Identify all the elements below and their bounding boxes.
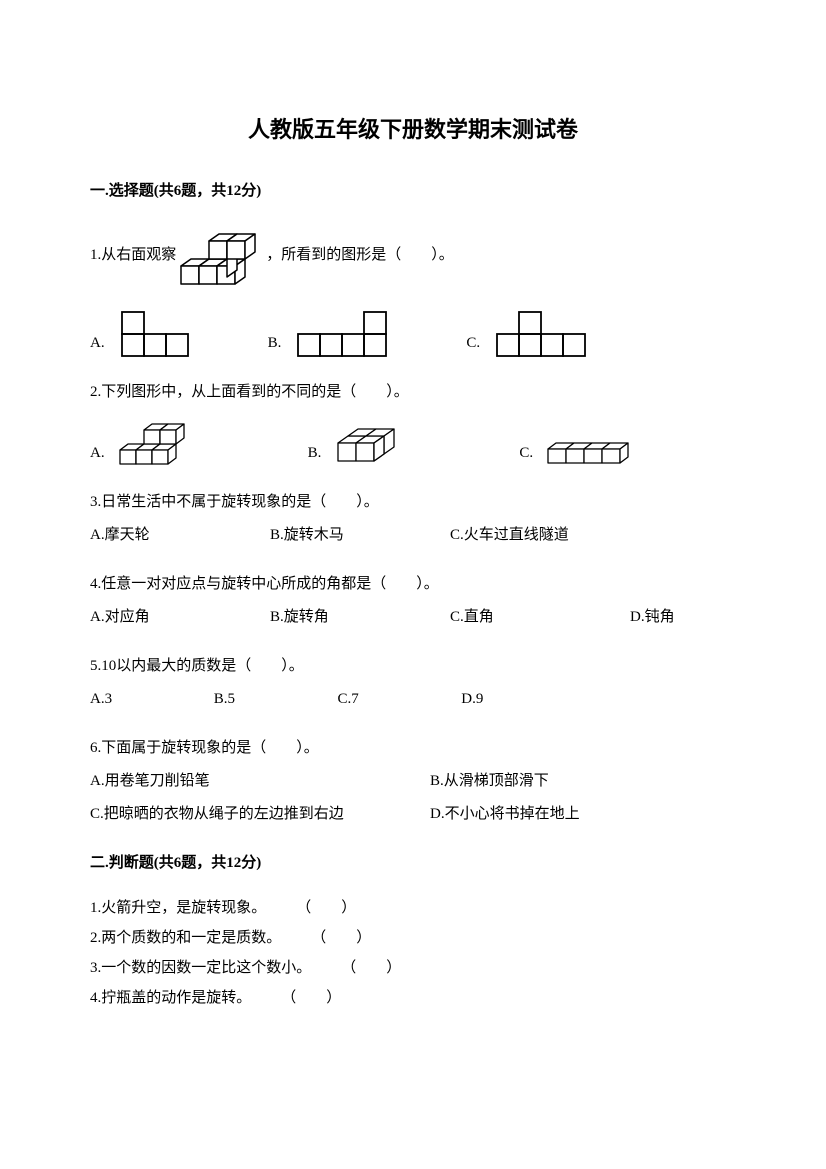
q4-opt-d: D.钝角 xyxy=(630,604,730,631)
q1-opt-a-label: A. xyxy=(90,330,105,357)
judge-list: 1.火箭升空，是旋转现象。 （ ） 2.两个质数的和一定是质数。 （ ） 3.一… xyxy=(90,893,736,1013)
judge-text-3: 3.一个数的因数一定比这个数小。 xyxy=(90,953,311,983)
q4-opt-b: B.旋转角 xyxy=(270,604,450,631)
q3-opt-b: B.旋转木马 xyxy=(270,522,450,549)
judge-paren-2: （ ） xyxy=(311,923,371,953)
q2-opt-b-figure xyxy=(333,425,403,467)
question-3: 3.日常生活中不属于旋转现象的是（ ）。 A.摩天轮 B.旋转木马 C.火车过直… xyxy=(90,489,736,549)
judge-text-1: 1.火箭升空，是旋转现象。 xyxy=(90,893,266,923)
page-title: 人教版五年级下册数学期末测试卷 xyxy=(90,110,736,150)
q6-opt-b: B.从滑梯顶部滑下 xyxy=(430,768,710,795)
question-4: 4.任意一对对应点与旋转中心所成的角都是（ ）。 A.对应角 B.旋转角 C.直… xyxy=(90,571,736,631)
judge-item: 2.两个质数的和一定是质数。 （ ） xyxy=(90,923,736,953)
q3-stem: 3.日常生活中不属于旋转现象的是（ ）。 xyxy=(90,489,736,516)
q4-opt-c: C.直角 xyxy=(450,604,630,631)
q5-opt-a: A.3 xyxy=(90,686,210,713)
q1-stem-before: 1.从右面观察 xyxy=(90,242,176,269)
judge-paren-1: （ ） xyxy=(296,893,356,923)
q3-opt-c: C.火车过直线隧道 xyxy=(450,522,630,549)
q6-opt-a: A.用卷笔刀削铅笔 xyxy=(90,768,430,795)
judge-paren-3: （ ） xyxy=(341,953,401,983)
q5-opt-c: C.7 xyxy=(338,686,458,713)
q6-stem: 6.下面属于旋转现象的是（ ）。 xyxy=(90,735,736,762)
q1-opt-c-label: C. xyxy=(466,330,480,357)
q1-opt-a-figure xyxy=(117,307,192,357)
judge-text-4: 4.拧瓶盖的动作是旋转。 xyxy=(90,983,251,1013)
q6-opt-d: D.不小心将书掉在地上 xyxy=(430,801,710,828)
judge-item: 3.一个数的因数一定比这个数小。 （ ） xyxy=(90,953,736,983)
q1-stem-after: ，所看到的图形是（ ）。 xyxy=(266,242,454,269)
q5-opt-d: D.9 xyxy=(461,686,581,713)
question-6: 6.下面属于旋转现象的是（ ）。 A.用卷笔刀削铅笔 B.从滑梯顶部滑下 C.把… xyxy=(90,735,736,828)
question-2: 2.下列图形中，从上面看到的不同的是（ ）。 A. xyxy=(90,379,736,467)
q2-opt-a-label: A. xyxy=(90,440,105,467)
q2-stem: 2.下列图形中，从上面看到的不同的是（ ）。 xyxy=(90,379,736,406)
judge-paren-4: （ ） xyxy=(281,983,341,1013)
q1-opt-b-label: B. xyxy=(268,330,282,357)
question-5: 5.10以内最大的质数是（ ）。 A.3 B.5 C.7 D.9 xyxy=(90,653,736,713)
q1-stem-figure xyxy=(176,221,266,291)
judge-item: 4.拧瓶盖的动作是旋转。 （ ） xyxy=(90,983,736,1013)
q2-opt-c-figure xyxy=(545,437,630,467)
judge-item: 1.火箭升空，是旋转现象。 （ ） xyxy=(90,893,736,923)
q5-opt-b: B.5 xyxy=(214,686,334,713)
q4-opt-a: A.对应角 xyxy=(90,604,270,631)
q1-opt-b-figure xyxy=(293,307,390,357)
q6-opt-c: C.把晾晒的衣物从绳子的左边推到右边 xyxy=(90,801,430,828)
section2-header: 二.判断题(共6题，共12分) xyxy=(90,850,736,877)
section1-header: 一.选择题(共6题，共12分) xyxy=(90,178,736,205)
question-1: 1.从右面观察 xyxy=(90,221,736,357)
q3-opt-a: A.摩天轮 xyxy=(90,522,270,549)
q4-stem: 4.任意一对对应点与旋转中心所成的角都是（ ）。 xyxy=(90,571,736,598)
q2-opt-c-label: C. xyxy=(519,440,533,467)
q2-opt-b-label: B. xyxy=(308,440,322,467)
judge-text-2: 2.两个质数的和一定是质数。 xyxy=(90,923,281,953)
q5-stem: 5.10以内最大的质数是（ ）。 xyxy=(90,653,736,680)
q2-opt-a-figure xyxy=(117,422,192,467)
q1-opt-c-figure xyxy=(492,307,589,357)
